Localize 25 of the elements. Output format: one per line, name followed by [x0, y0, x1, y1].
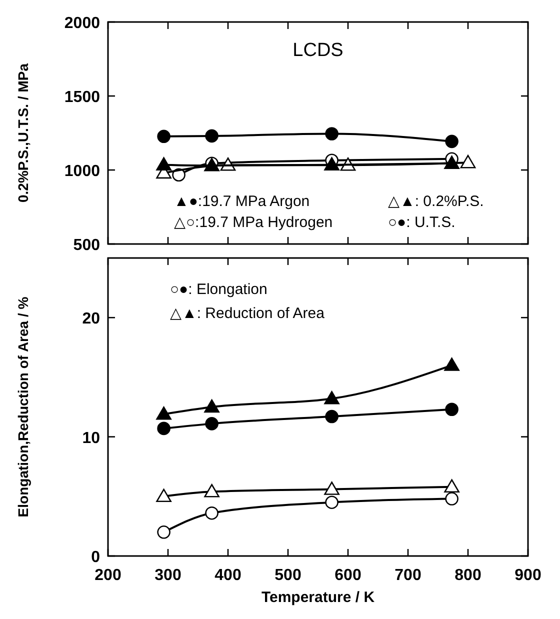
x-tick-label: 800: [454, 567, 482, 584]
y-tick-label: 10: [82, 430, 100, 447]
y-axis-title: Elongation,Reduction of Area / %: [15, 296, 31, 518]
x-axis-title: Temperature / K: [261, 589, 375, 606]
annotation: ○●: Elongation: [170, 281, 268, 298]
annotation: ○●: U.T.S.: [388, 214, 456, 231]
y-axis-title: 0.2%P.S.,U.T.S. / MPa: [15, 63, 31, 203]
annotation: ▲●:19.7 MPa Argon: [174, 193, 310, 210]
annotation: △▲: Reduction of Area: [170, 305, 326, 322]
x-tick-label: 900: [514, 567, 542, 584]
y-tick-label: 500: [73, 237, 100, 254]
x-tick-label: 600: [334, 567, 362, 584]
text: LCDS: [292, 40, 344, 61]
x-tick-label: 300: [154, 567, 182, 584]
x-tick-label: 400: [214, 567, 242, 584]
x-tick-label: 700: [394, 567, 422, 584]
annotation: △○:19.7 MPa Hydrogen: [174, 214, 333, 231]
y-tick-label: 0: [91, 549, 100, 566]
x-tick-label: 500: [274, 567, 302, 584]
annotation: △▲: 0.2%P.S.: [388, 193, 484, 210]
y-tick-label: 1000: [64, 163, 100, 180]
x-tick-label: 200: [94, 567, 122, 584]
y-tick-label: 1500: [64, 89, 100, 106]
y-tick-label: 2000: [64, 15, 100, 32]
y-tick-label: 20: [82, 310, 100, 328]
